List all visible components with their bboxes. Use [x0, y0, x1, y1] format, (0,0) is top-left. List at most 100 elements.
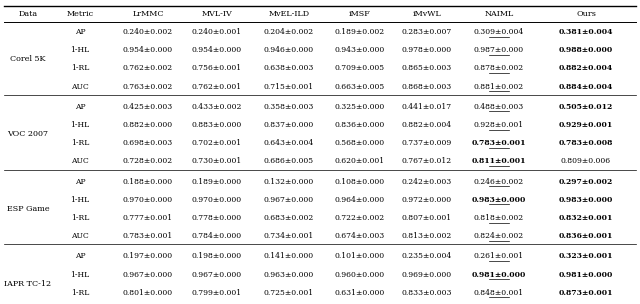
- Text: NAIML: NAIML: [484, 10, 514, 18]
- Text: 0.818±0.002: 0.818±0.002: [474, 214, 524, 222]
- Text: 0.323±0.001: 0.323±0.001: [559, 253, 613, 261]
- Text: 0.505±0.012: 0.505±0.012: [559, 103, 613, 111]
- Text: ESP Game: ESP Game: [6, 205, 49, 213]
- Text: 0.799±0.001: 0.799±0.001: [192, 289, 242, 297]
- Text: 0.848±0.001: 0.848±0.001: [474, 289, 524, 297]
- Text: 0.737±0.009: 0.737±0.009: [402, 139, 452, 147]
- Text: 1-RL: 1-RL: [71, 139, 89, 147]
- Text: 0.189±0.002: 0.189±0.002: [335, 28, 385, 36]
- Text: 1-HL: 1-HL: [70, 121, 90, 129]
- Text: 0.978±0.000: 0.978±0.000: [402, 46, 452, 54]
- Text: 0.441±0.017: 0.441±0.017: [402, 103, 452, 111]
- Text: 0.809±0.006: 0.809±0.006: [561, 157, 611, 165]
- Text: 0.778±0.000: 0.778±0.000: [192, 214, 242, 222]
- Text: 0.381±0.004: 0.381±0.004: [559, 28, 613, 36]
- Text: 0.868±0.003: 0.868±0.003: [402, 83, 452, 91]
- Text: 0.488±0.003: 0.488±0.003: [474, 103, 524, 111]
- Text: 0.725±0.001: 0.725±0.001: [264, 289, 314, 297]
- Text: 0.836±0.000: 0.836±0.000: [335, 121, 385, 129]
- Text: AUC: AUC: [71, 157, 89, 165]
- Text: 0.981±0.000: 0.981±0.000: [559, 271, 613, 279]
- Text: 0.433±0.002: 0.433±0.002: [192, 103, 242, 111]
- Text: 0.715±0.001: 0.715±0.001: [264, 83, 314, 91]
- Text: 0.246±0.002: 0.246±0.002: [474, 178, 524, 186]
- Text: 0.261±0.001: 0.261±0.001: [474, 253, 524, 261]
- Text: 0.763±0.002: 0.763±0.002: [123, 83, 173, 91]
- Text: MvEL-ILD: MvEL-ILD: [268, 10, 310, 18]
- Text: 0.783±0.008: 0.783±0.008: [559, 139, 613, 147]
- Text: 0.309±0.004: 0.309±0.004: [474, 28, 524, 36]
- Text: 1-HL: 1-HL: [70, 271, 90, 279]
- Text: 0.767±0.012: 0.767±0.012: [402, 157, 452, 165]
- Text: 0.807±0.001: 0.807±0.001: [402, 214, 452, 222]
- Text: 0.833±0.003: 0.833±0.003: [402, 289, 452, 297]
- Text: 0.189±0.000: 0.189±0.000: [192, 178, 242, 186]
- Text: 1-HL: 1-HL: [70, 196, 90, 204]
- Text: 0.882±0.000: 0.882±0.000: [123, 121, 173, 129]
- Text: 0.734±0.001: 0.734±0.001: [264, 232, 314, 240]
- Text: 0.188±0.000: 0.188±0.000: [123, 178, 173, 186]
- Text: 0.967±0.000: 0.967±0.000: [192, 271, 242, 279]
- Text: 0.928±0.001: 0.928±0.001: [474, 121, 524, 129]
- Text: 0.964±0.000: 0.964±0.000: [335, 196, 385, 204]
- Text: Corel 5K: Corel 5K: [10, 55, 45, 64]
- Text: 0.967±0.000: 0.967±0.000: [264, 196, 314, 204]
- Text: LrMMC: LrMMC: [132, 10, 164, 18]
- Text: 0.663±0.005: 0.663±0.005: [335, 83, 385, 91]
- Text: 0.878±0.002: 0.878±0.002: [474, 64, 524, 72]
- Text: 0.824±0.002: 0.824±0.002: [474, 232, 524, 240]
- Text: AUC: AUC: [71, 232, 89, 240]
- Text: 0.813±0.002: 0.813±0.002: [402, 232, 452, 240]
- Text: 0.873±0.001: 0.873±0.001: [559, 289, 613, 297]
- Text: 0.762±0.001: 0.762±0.001: [192, 83, 242, 91]
- Text: IAPR TC-12: IAPR TC-12: [4, 280, 52, 288]
- Text: 0.108±0.000: 0.108±0.000: [335, 178, 385, 186]
- Text: 0.730±0.001: 0.730±0.001: [192, 157, 242, 165]
- Text: 1-RL: 1-RL: [71, 64, 89, 72]
- Text: 0.954±0.000: 0.954±0.000: [192, 46, 242, 54]
- Text: 0.240±0.002: 0.240±0.002: [123, 28, 173, 36]
- Text: AUC: AUC: [71, 83, 89, 91]
- Text: 0.631±0.000: 0.631±0.000: [335, 289, 385, 297]
- Text: 0.963±0.000: 0.963±0.000: [264, 271, 314, 279]
- Text: 0.988±0.000: 0.988±0.000: [559, 46, 613, 54]
- Text: 0.620±0.001: 0.620±0.001: [335, 157, 385, 165]
- Text: 0.837±0.000: 0.837±0.000: [264, 121, 314, 129]
- Text: 0.801±0.000: 0.801±0.000: [123, 289, 173, 297]
- Text: 0.960±0.000: 0.960±0.000: [335, 271, 385, 279]
- Text: AP: AP: [75, 178, 85, 186]
- Text: 0.638±0.003: 0.638±0.003: [264, 64, 314, 72]
- Text: 0.242±0.003: 0.242±0.003: [402, 178, 452, 186]
- Text: 0.784±0.000: 0.784±0.000: [192, 232, 242, 240]
- Text: 0.987±0.000: 0.987±0.000: [474, 46, 524, 54]
- Text: 0.943±0.000: 0.943±0.000: [335, 46, 385, 54]
- Text: 0.325±0.000: 0.325±0.000: [335, 103, 385, 111]
- Text: 0.883±0.000: 0.883±0.000: [192, 121, 242, 129]
- Text: 1-HL: 1-HL: [70, 46, 90, 54]
- Text: 0.884±0.004: 0.884±0.004: [559, 83, 613, 91]
- Text: 0.709±0.005: 0.709±0.005: [335, 64, 385, 72]
- Text: 0.882±0.004: 0.882±0.004: [402, 121, 452, 129]
- Text: 0.967±0.000: 0.967±0.000: [123, 271, 173, 279]
- Text: 0.983±0.000: 0.983±0.000: [472, 196, 526, 204]
- Text: 0.728±0.002: 0.728±0.002: [123, 157, 173, 165]
- Text: 0.954±0.000: 0.954±0.000: [123, 46, 173, 54]
- Text: AP: AP: [75, 28, 85, 36]
- Text: 0.970±0.000: 0.970±0.000: [123, 196, 173, 204]
- Text: Data: Data: [19, 10, 38, 18]
- Text: 0.235±0.004: 0.235±0.004: [402, 253, 452, 261]
- Text: 0.283±0.007: 0.283±0.007: [402, 28, 452, 36]
- Text: iMSF: iMSF: [349, 10, 371, 18]
- Text: 0.832±0.001: 0.832±0.001: [559, 214, 613, 222]
- Text: 1-RL: 1-RL: [71, 214, 89, 222]
- Text: 0.698±0.003: 0.698±0.003: [123, 139, 173, 147]
- Text: 0.882±0.004: 0.882±0.004: [559, 64, 613, 72]
- Text: 0.970±0.000: 0.970±0.000: [192, 196, 242, 204]
- Text: iMvWL: iMvWL: [413, 10, 442, 18]
- Text: 0.197±0.000: 0.197±0.000: [123, 253, 173, 261]
- Text: 0.240±0.001: 0.240±0.001: [192, 28, 242, 36]
- Text: 0.929±0.001: 0.929±0.001: [559, 121, 613, 129]
- Text: 0.674±0.003: 0.674±0.003: [335, 232, 385, 240]
- Text: Ours: Ours: [576, 10, 596, 18]
- Text: 0.972±0.000: 0.972±0.000: [402, 196, 452, 204]
